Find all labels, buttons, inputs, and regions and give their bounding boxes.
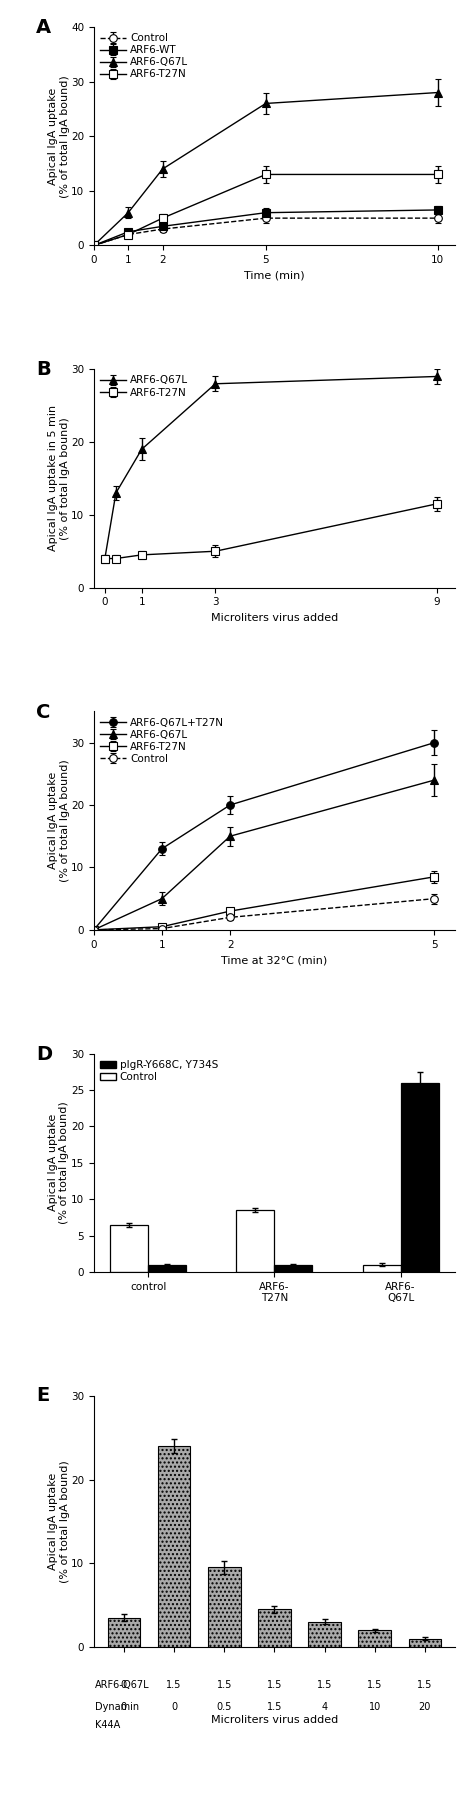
Bar (358, 1631, 391, 1647)
Text: 1.5: 1.5 (367, 1679, 382, 1690)
Text: 1.5: 1.5 (267, 1703, 282, 1712)
Text: 4: 4 (321, 1703, 327, 1712)
Text: 1.5: 1.5 (217, 1679, 232, 1690)
Bar (107, 1618, 140, 1647)
Text: ARF6-Q67L: ARF6-Q67L (95, 1679, 150, 1690)
X-axis label: Microliters virus added: Microliters virus added (211, 1715, 338, 1724)
Text: 0: 0 (171, 1703, 177, 1712)
Text: 0.5: 0.5 (217, 1703, 232, 1712)
Text: Dynamin: Dynamin (95, 1703, 139, 1712)
Legend: ARF6-Q67L, ARF6-T27N: ARF6-Q67L, ARF6-T27N (99, 374, 189, 398)
Y-axis label: Apical IgA uptake
(% of total IgA bound): Apical IgA uptake (% of total IgA bound) (48, 1460, 69, 1582)
Text: C: C (36, 702, 50, 722)
Text: B: B (36, 360, 51, 380)
Text: K44A: K44A (95, 1719, 120, 1730)
Bar (158, 1445, 190, 1647)
Bar (236, 1210, 274, 1273)
Legend: ARF6-Q67L+T27N, ARF6-Q67L, ARF6-T27N, Control: ARF6-Q67L+T27N, ARF6-Q67L, ARF6-T27N, Co… (99, 716, 225, 765)
Text: 10: 10 (369, 1703, 381, 1712)
Y-axis label: Apical IgA uptake in 5 min
(% of total IgA bound): Apical IgA uptake in 5 min (% of total I… (48, 405, 69, 551)
Bar (258, 1609, 291, 1647)
Text: A: A (36, 18, 51, 38)
X-axis label: Time (min): Time (min) (244, 270, 305, 281)
Text: E: E (36, 1386, 49, 1404)
Text: D: D (36, 1044, 52, 1064)
Bar (110, 1224, 148, 1273)
X-axis label: Microliters virus added: Microliters virus added (211, 614, 338, 623)
Y-axis label: Apical IgA uptake
(% of total IgA bound): Apical IgA uptake (% of total IgA bound) (48, 760, 69, 882)
Y-axis label: Apical IgA uptake
(% of total IgA bound): Apical IgA uptake (% of total IgA bound) (48, 1102, 69, 1224)
Bar (274, 1265, 312, 1273)
X-axis label: Time at 32°C (min): Time at 32°C (min) (221, 956, 327, 965)
Text: 1.5: 1.5 (417, 1679, 432, 1690)
Text: 1.5: 1.5 (317, 1679, 332, 1690)
Text: 20: 20 (419, 1703, 431, 1712)
Y-axis label: Apical IgA uptake
(% of total IgA bound): Apical IgA uptake (% of total IgA bound) (48, 76, 69, 198)
Legend: Control, ARF6-WT, ARF6-Q67L, ARF6-T27N: Control, ARF6-WT, ARF6-Q67L, ARF6-T27N (99, 32, 189, 81)
Bar (363, 1265, 401, 1273)
Bar (401, 1084, 439, 1273)
Text: 0: 0 (121, 1679, 127, 1690)
Legend: pIgR-Y668C, Y734S, Control: pIgR-Y668C, Y734S, Control (99, 1058, 219, 1084)
Text: 0: 0 (121, 1703, 127, 1712)
Bar (408, 1638, 441, 1647)
Bar (148, 1265, 186, 1273)
Bar (208, 1568, 241, 1647)
Text: 1.5: 1.5 (267, 1679, 282, 1690)
Text: 1.5: 1.5 (166, 1679, 182, 1690)
Bar (308, 1622, 341, 1647)
